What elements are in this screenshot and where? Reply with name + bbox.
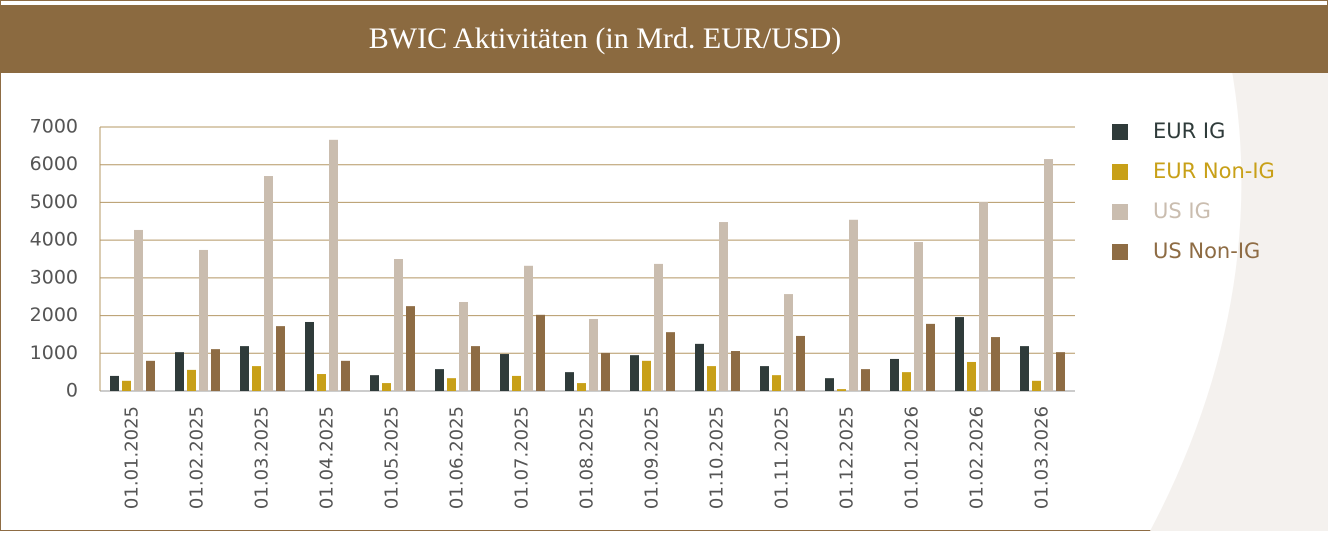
bar: [199, 249, 208, 391]
chart-title: BWIC Aktivitäten (in Mrd. EUR/USD): [369, 22, 841, 55]
legend-swatch: [1112, 124, 1128, 140]
bar: [630, 355, 639, 391]
title-bar: [0, 5, 1328, 73]
bar: [252, 366, 261, 391]
bar: [955, 317, 964, 391]
bar: [276, 326, 285, 391]
legend-label: EUR Non-IG: [1153, 159, 1275, 183]
y-tick-label: 2000: [30, 304, 78, 326]
bar: [902, 372, 911, 391]
x-tick-label: 01.02.2025: [187, 406, 208, 509]
legend-label: US IG: [1153, 199, 1211, 223]
bar: [459, 301, 468, 391]
y-tick-label: 0: [66, 380, 78, 402]
legend-swatch: [1112, 244, 1128, 260]
legend-label: US Non-IG: [1153, 239, 1260, 263]
bar: [1020, 346, 1029, 391]
bar: [979, 202, 988, 391]
bar: [471, 346, 480, 391]
x-tick-label: 01.02.2026: [967, 406, 988, 509]
bar: [825, 378, 834, 391]
bar: [967, 361, 976, 391]
bar: [187, 369, 196, 391]
bar: [890, 358, 899, 391]
bar: [654, 263, 663, 391]
bar: [731, 351, 740, 391]
bar: [370, 375, 379, 391]
bar: [536, 314, 545, 391]
x-tick-label: 01.06.2025: [447, 406, 468, 509]
bar: [394, 259, 403, 391]
legend-swatch: [1112, 164, 1128, 180]
bar: [577, 383, 586, 391]
bar: [341, 360, 350, 391]
x-tick-label: 01.05.2025: [382, 406, 403, 509]
y-tick-label: 4000: [30, 229, 78, 251]
bar: [146, 360, 155, 391]
bar: [772, 375, 781, 391]
bar: [760, 366, 769, 391]
bar: [329, 139, 338, 391]
bar: [695, 343, 704, 391]
bar: [240, 346, 249, 391]
bar: [500, 354, 509, 391]
bar: [175, 352, 184, 391]
watermark: [1150, 40, 1328, 531]
bar: [666, 332, 675, 391]
bar: [1044, 159, 1053, 391]
bar: [264, 176, 273, 391]
bar: [601, 352, 610, 391]
y-tick-label: 1000: [30, 342, 78, 364]
bar: [406, 306, 415, 391]
legend-label: EUR IG: [1153, 119, 1225, 143]
bar: [926, 323, 935, 391]
x-tick-label: 01.03.2025: [252, 406, 273, 509]
y-tick-label: 7000: [30, 116, 78, 138]
bar: [110, 375, 119, 391]
bar: [1056, 352, 1065, 391]
bar: [211, 349, 220, 391]
bar: [707, 366, 716, 391]
y-tick-label: 5000: [30, 191, 78, 213]
bar: [861, 369, 870, 391]
bar: [435, 369, 444, 391]
bar: [719, 222, 728, 391]
bar: [524, 265, 533, 391]
x-tick-label: 01.03.2026: [1032, 406, 1053, 509]
legend-swatch: [1112, 204, 1128, 220]
x-tick-label: 01.01.2026: [902, 406, 923, 509]
x-tick-label: 01.12.2025: [837, 406, 858, 509]
x-tick-label: 01.04.2025: [317, 406, 338, 509]
bar: [512, 375, 521, 391]
y-tick-label: 6000: [30, 153, 78, 175]
x-tick-label: 01.01.2025: [122, 406, 143, 509]
bar: [796, 335, 805, 391]
x-tick-label: 01.10.2025: [707, 406, 728, 509]
y-tick-label: 3000: [30, 266, 78, 288]
x-tick-label: 01.08.2025: [577, 406, 598, 509]
bar: [382, 383, 391, 391]
bar: [914, 242, 923, 391]
x-tick-label: 01.11.2025: [772, 406, 793, 509]
bar: [305, 321, 314, 391]
bar: [1032, 380, 1041, 391]
x-tick-label: 01.07.2025: [512, 406, 533, 509]
bar: [837, 389, 846, 391]
bar: [991, 337, 1000, 391]
bar: [589, 318, 598, 391]
bar: [642, 360, 651, 391]
x-tick-label: 01.09.2025: [642, 406, 663, 509]
bar: [447, 378, 456, 391]
bar: [565, 372, 574, 391]
bar: [317, 374, 326, 391]
bar: [849, 219, 858, 391]
bar: [134, 229, 143, 391]
bar: [122, 380, 131, 391]
bar: [784, 294, 793, 391]
